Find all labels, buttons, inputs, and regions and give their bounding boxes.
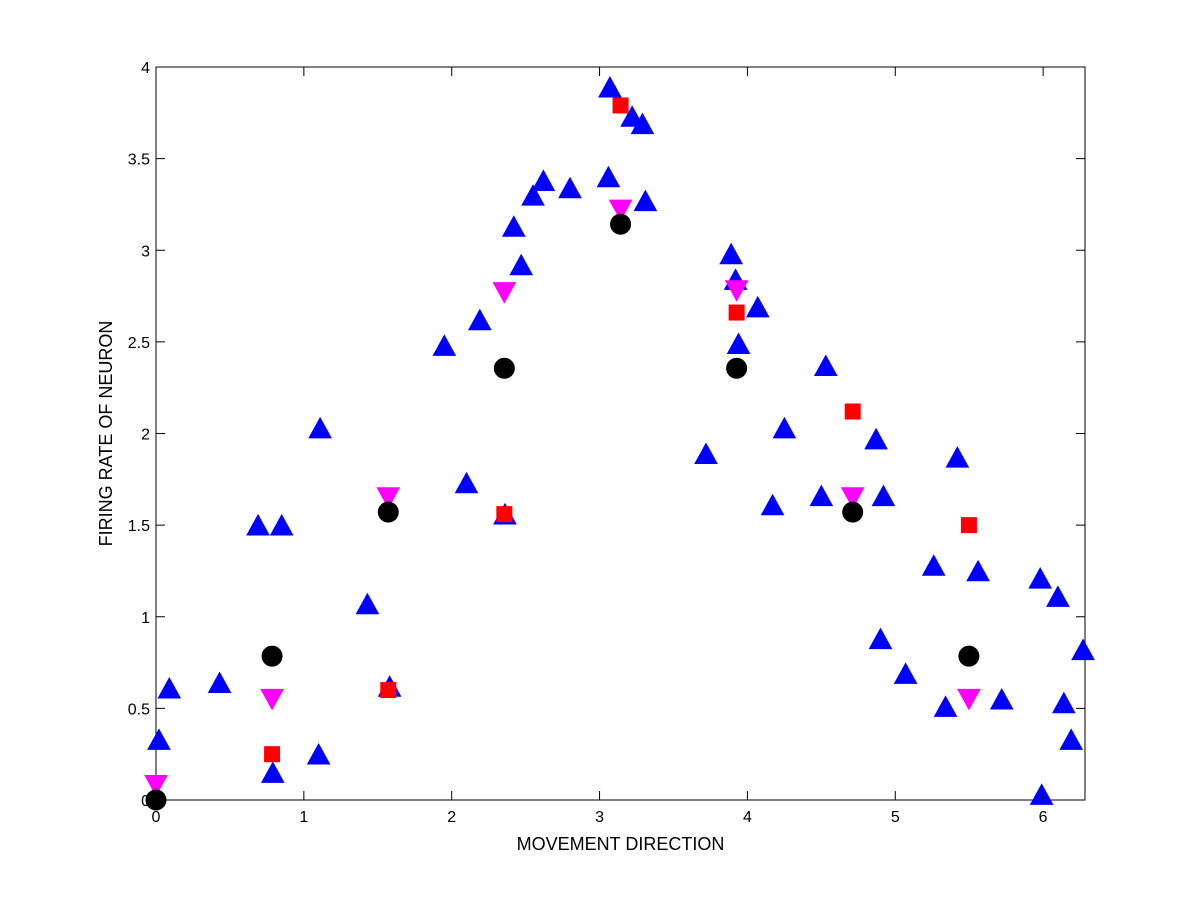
point-triangle-up xyxy=(558,176,582,199)
x-tick-label: 2 xyxy=(447,809,456,826)
point-triangle-up xyxy=(989,688,1014,710)
point-triangle-up xyxy=(432,334,457,356)
y-tick-label: 3.5 xyxy=(128,152,150,169)
point-triangle-up xyxy=(1051,691,1076,714)
point-triangle-down xyxy=(608,199,633,222)
y-tick-label: 0 xyxy=(141,793,150,810)
point-circle xyxy=(493,357,515,379)
point-triangle-up xyxy=(260,761,285,783)
point-triangle-up xyxy=(633,189,658,212)
data-marks xyxy=(144,75,1095,811)
point-triangle-up xyxy=(933,695,958,717)
point-triangle-up xyxy=(1059,728,1084,750)
plot-frame xyxy=(155,66,1086,801)
point-square xyxy=(496,506,513,523)
point-triangle-up xyxy=(620,105,644,127)
point-triangle-up xyxy=(813,354,838,377)
point-triangle-up xyxy=(1046,585,1070,607)
x-tick-label: 4 xyxy=(743,809,752,826)
point-circle xyxy=(261,645,283,667)
point-triangle-down xyxy=(840,487,865,509)
point-square xyxy=(264,746,281,763)
point-triangle-up xyxy=(308,416,332,439)
point-triangle-up xyxy=(454,471,479,494)
y-tick-label: 2.5 xyxy=(128,335,150,352)
point-triangle-up xyxy=(355,592,380,615)
point-triangle-up xyxy=(809,484,834,507)
point-triangle-up xyxy=(945,446,970,468)
x-tick-label: 5 xyxy=(891,809,900,826)
point-square xyxy=(612,97,629,114)
point-triangle-up xyxy=(868,627,893,650)
point-triangle-down xyxy=(957,688,981,711)
y-tick-label: 1 xyxy=(141,610,150,627)
point-triangle-up xyxy=(467,308,492,331)
point-triangle-up xyxy=(745,295,770,318)
point-triangle-up xyxy=(207,671,232,694)
point-square xyxy=(960,517,977,534)
point-triangle-up xyxy=(760,493,785,516)
point-triangle-up xyxy=(147,728,171,750)
point-triangle-down xyxy=(376,487,401,509)
y-tick-label: 2 xyxy=(141,427,150,444)
point-triangle-up xyxy=(893,662,918,684)
point-triangle-up xyxy=(157,677,182,699)
point-triangle-up xyxy=(509,253,534,276)
point-triangle-down xyxy=(724,280,749,302)
point-triangle-down xyxy=(144,775,168,797)
point-triangle-down xyxy=(260,688,284,711)
y-axis-label: FIRING RATE OF NEURON xyxy=(96,321,116,547)
point-triangle-up xyxy=(306,742,331,765)
point-triangle-up xyxy=(1071,638,1095,661)
plot-area xyxy=(155,66,1086,801)
point-triangle-up xyxy=(719,242,743,265)
point-triangle-up xyxy=(269,513,294,536)
point-circle xyxy=(958,645,980,667)
point-circle xyxy=(610,213,632,235)
point-triangle-up xyxy=(864,427,888,450)
y-tick-label: 4 xyxy=(141,60,150,77)
point-triangle-up xyxy=(726,332,751,355)
point-circle xyxy=(377,501,399,523)
point-triangle-up xyxy=(246,513,270,536)
x-tick-label: 1 xyxy=(299,809,308,826)
x-tick-label: 3 xyxy=(595,809,604,826)
point-triangle-up xyxy=(1028,567,1053,589)
point-triangle-up xyxy=(1029,783,1054,805)
point-triangle-up xyxy=(966,559,990,582)
point-triangle-down xyxy=(492,282,517,304)
point-triangle-up xyxy=(596,165,621,188)
y-tick-label: 0.5 xyxy=(128,701,150,718)
x-tick-label: 0 xyxy=(152,809,161,826)
point-triangle-up xyxy=(501,215,526,237)
point-triangle-up xyxy=(921,554,946,576)
point-triangle-up xyxy=(630,112,655,135)
point-square xyxy=(844,403,861,420)
point-square xyxy=(728,304,745,321)
point-triangle-up xyxy=(871,484,896,507)
x-axis-label: MOVEMENT DIRECTION xyxy=(517,834,725,854)
point-triangle-up xyxy=(521,184,545,206)
x-tick-label: 6 xyxy=(1039,809,1048,826)
point-triangle-up xyxy=(531,169,556,191)
point-circle xyxy=(726,357,748,379)
point-circle xyxy=(842,501,864,523)
axis-ticks: 0 1 2 3 4 5 6 0 0.5 1 1.5 2 2.5 3 3.5 4 xyxy=(128,60,1085,826)
point-triangle-up xyxy=(694,442,718,464)
point-triangle-up xyxy=(598,75,622,98)
point-square xyxy=(380,682,397,699)
y-tick-label: 1.5 xyxy=(128,518,150,535)
y-tick-label: 3 xyxy=(141,243,150,260)
point-triangle-up xyxy=(772,416,797,439)
